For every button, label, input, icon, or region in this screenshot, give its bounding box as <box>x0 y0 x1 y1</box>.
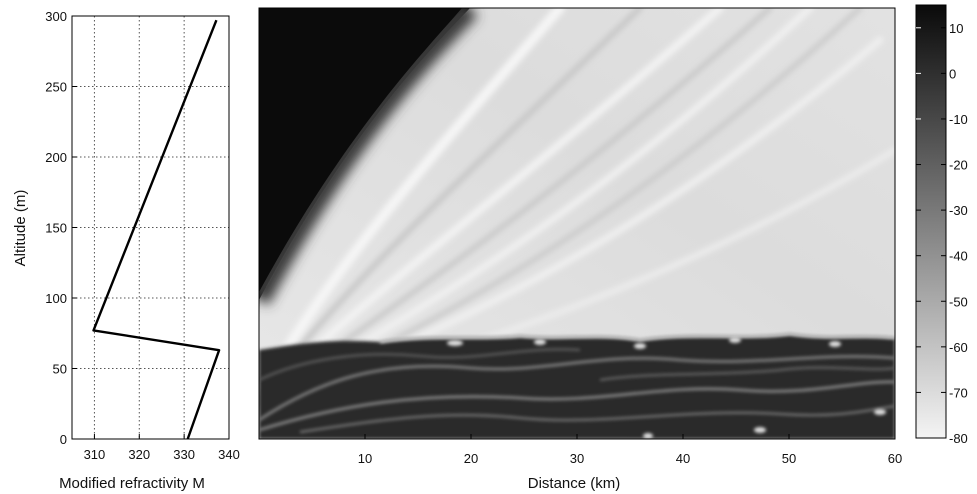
colorbar-tick-label: 0 <box>949 66 956 81</box>
colorbar-tick-label: -20 <box>949 158 968 173</box>
propagation-heatmap-panel: 10 20 30 40 50 60 Distance (km) <box>258 7 902 492</box>
refractivity-profile-line <box>92 19 221 440</box>
altitude-tick-label: 100 <box>45 291 67 306</box>
colorbar: 10 0 -10 -20 -30 -40 -50 -60 -70 -80 <box>915 4 968 446</box>
colorbar-tick-label: -50 <box>949 294 968 309</box>
colorbar-tick-label: -80 <box>949 431 968 446</box>
heatmap-image <box>259 8 895 439</box>
colorbar-tick-label: -40 <box>949 249 968 264</box>
altitude-tick-label: 200 <box>45 150 67 165</box>
profile-x-ticks: 310 320 330 340 <box>84 434 240 462</box>
colorbar-frame <box>915 4 947 439</box>
refractivity-profile-panel: 310 320 330 340 0 50 100 150 200 250 300 Modified… <box>12 9 240 492</box>
profile-x-axis-label: Modified refractivity M <box>59 475 205 492</box>
distance-tick-label: 50 <box>782 451 796 466</box>
altitude-tick-label: 0 <box>60 432 67 447</box>
altitude-ticks: 0 50 100 150 200 250 300 <box>45 9 77 447</box>
altitude-axis-label: Altitude (m) <box>12 190 29 267</box>
colorbar-ticks: 10 0 -10 -20 -30 -40 -50 -60 -70 -80 <box>916 21 968 446</box>
colorbar-tick-label: 10 <box>949 21 963 36</box>
distance-tick-label: 30 <box>570 451 584 466</box>
colorbar-tick-label: -30 <box>949 203 968 218</box>
distance-tick-label: 20 <box>464 451 478 466</box>
profile-plot-area <box>72 16 229 439</box>
colorbar-tick-label: -70 <box>949 385 968 400</box>
profile-x-tick-label: 340 <box>218 447 240 462</box>
altitude-tick-label: 150 <box>45 221 67 236</box>
distance-tick-label: 10 <box>358 451 372 466</box>
distance-ticks: 10 20 30 40 50 60 <box>358 434 902 466</box>
altitude-tick-label: 300 <box>45 9 67 24</box>
altitude-tick-label: 50 <box>53 362 67 377</box>
distance-axis-label: Distance (km) <box>528 475 621 492</box>
profile-grid <box>72 15 229 439</box>
colorbar-gradient <box>916 5 946 438</box>
distance-tick-label: 40 <box>676 451 690 466</box>
distance-tick-label: 60 <box>888 451 902 466</box>
colorbar-tick-label: -10 <box>949 112 968 127</box>
profile-x-tick-label: 330 <box>173 447 195 462</box>
colorbar-tick-label: -60 <box>949 340 968 355</box>
profile-x-tick-label: 310 <box>84 447 106 462</box>
altitude-tick-label: 250 <box>45 80 67 95</box>
profile-x-tick-label: 320 <box>128 447 150 462</box>
